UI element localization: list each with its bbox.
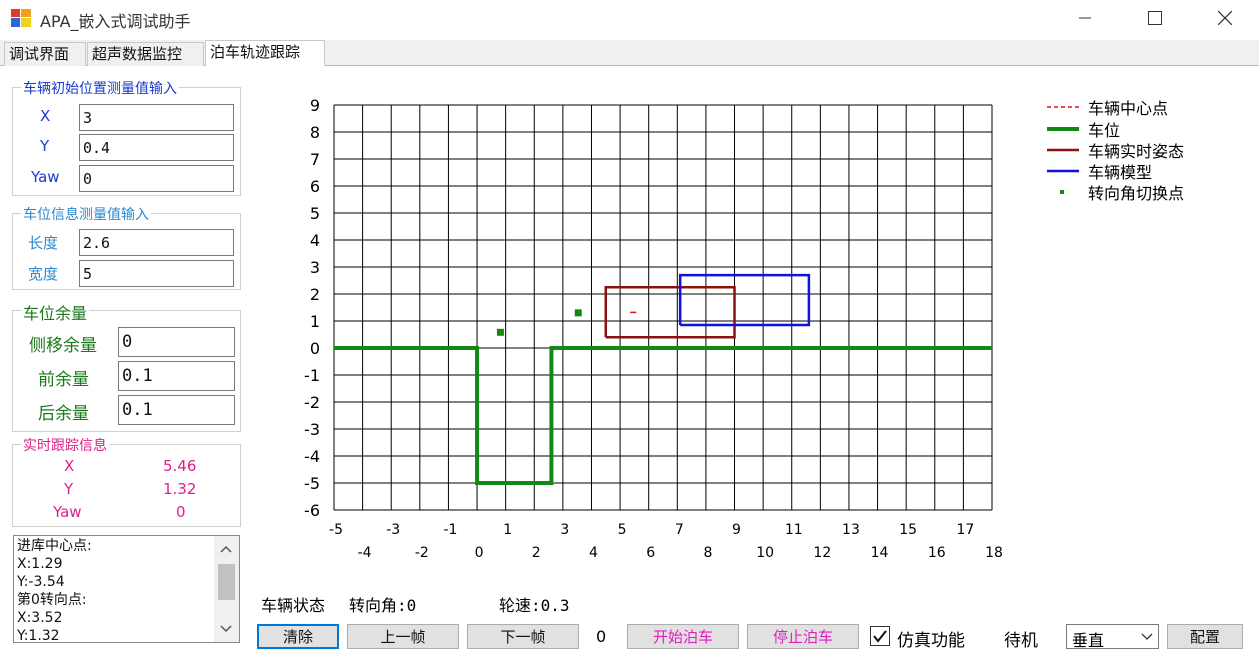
slot-group-title: 车位信息测量值输入 bbox=[21, 204, 151, 224]
tab-debug[interactable]: 调试界面 bbox=[4, 42, 86, 66]
app-icon bbox=[11, 9, 31, 27]
scroll-up-icon bbox=[220, 545, 232, 553]
slot-width-label: 宽度 bbox=[28, 265, 59, 283]
log-scrollbar[interactable] bbox=[214, 536, 239, 642]
log-line: X:3.52 bbox=[17, 610, 63, 626]
config-button[interactable]: 配置 bbox=[1167, 624, 1243, 649]
tab-ultrasonic[interactable]: 超声数据监控 bbox=[87, 42, 204, 66]
init-y-label: Y bbox=[40, 137, 50, 155]
track-y-label: Y bbox=[64, 480, 74, 498]
legend-label: 车位 bbox=[1088, 120, 1121, 140]
mode-select[interactable]: 垂直 bbox=[1066, 624, 1159, 650]
window-title: APA_嵌入式调试助手 bbox=[40, 12, 191, 31]
close-icon bbox=[1218, 11, 1232, 25]
legend-item-turn: 转向角切换点 bbox=[1046, 181, 1185, 203]
minimize-icon bbox=[1079, 17, 1091, 19]
log-line: X:1.29 bbox=[17, 556, 63, 572]
rear-margin-label: 后余量 bbox=[38, 404, 89, 424]
prev-frame-button[interactable]: 上一帧 bbox=[347, 624, 459, 649]
frame-counter: 0 bbox=[596, 627, 607, 646]
clear-button[interactable]: 清除 bbox=[257, 624, 339, 649]
wheel-speed-label: 轮速:0.3 bbox=[499, 596, 570, 615]
legend-label: 车辆实时姿态 bbox=[1088, 141, 1185, 161]
track-yaw-label: Yaw bbox=[53, 503, 82, 521]
init-group-title: 车辆初始位置测量值输入 bbox=[21, 78, 179, 98]
track-y-value: 1.32 bbox=[163, 480, 197, 498]
slot-length-input[interactable]: 2.6 bbox=[79, 229, 234, 256]
vehicle-state-label: 车辆状态 bbox=[261, 596, 326, 615]
checkmark-icon bbox=[873, 630, 887, 643]
slot-margin-group: 车位余量 bbox=[12, 300, 241, 432]
mode-select-value: 垂直 bbox=[1072, 631, 1105, 650]
legend-label: 车辆中心点 bbox=[1088, 99, 1169, 118]
init-position-group: 车辆初始位置测量值输入 bbox=[12, 78, 241, 196]
scrollbar-track bbox=[218, 545, 235, 633]
init-y-input[interactable]: 0.4 bbox=[79, 134, 234, 161]
tracking-group-title: 实时跟踪信息 bbox=[21, 435, 109, 455]
chart-legend: 车辆中心点 车位 车辆实时姿态 车辆模型 转向角切换点 bbox=[1046, 96, 1185, 203]
standby-label: 待机 bbox=[1004, 631, 1038, 651]
simulation-label: 仿真功能 bbox=[897, 631, 965, 651]
margin-group-title: 车位余量 bbox=[21, 300, 90, 324]
legend-item-slot: 车位 bbox=[1046, 118, 1184, 140]
slot-info-group: 车位信息测量值输入 bbox=[12, 204, 241, 290]
init-x-input[interactable]: 3 bbox=[79, 104, 234, 131]
log-line: Y:-3.54 bbox=[17, 574, 65, 590]
steer-angle-label: 转向角:0 bbox=[349, 596, 417, 615]
stop-parking-button[interactable]: 停止泊车 bbox=[747, 624, 859, 649]
maximize-icon bbox=[1148, 11, 1162, 25]
title-bar: APA_嵌入式调试助手 bbox=[0, 0, 1259, 36]
legend-item-pose: 车辆实时姿态 bbox=[1046, 139, 1185, 161]
track-yaw-value: 0 bbox=[176, 503, 186, 521]
slot-length-label: 长度 bbox=[28, 234, 59, 252]
scroll-down-icon bbox=[220, 625, 232, 633]
rear-margin-input[interactable]: 0.1 bbox=[118, 395, 235, 425]
log-line: Y:1.32 bbox=[17, 628, 60, 643]
legend-label: 转向角切换点 bbox=[1088, 183, 1185, 203]
start-parking-button[interactable]: 开始泊车 bbox=[627, 624, 739, 649]
init-x-label: X bbox=[40, 107, 51, 125]
tracking-info-group: 实时跟踪信息 bbox=[12, 435, 241, 527]
tab-strip: 调试界面 超声数据监控 泊车轨迹跟踪 bbox=[0, 40, 1259, 67]
minimize-button[interactable] bbox=[1062, 0, 1108, 36]
front-margin-label: 前余量 bbox=[38, 370, 89, 390]
side-margin-input[interactable]: 0 bbox=[118, 327, 235, 357]
chevron-down-icon bbox=[1141, 633, 1153, 640]
legend-item-model: 车辆模型 bbox=[1046, 160, 1184, 182]
next-frame-button[interactable]: 下一帧 bbox=[467, 624, 579, 649]
legend-label: 车辆模型 bbox=[1088, 162, 1153, 182]
close-button[interactable] bbox=[1202, 0, 1248, 36]
track-x-value: 5.46 bbox=[163, 457, 197, 475]
side-margin-label: 侧移余量 bbox=[29, 336, 97, 356]
init-yaw-input[interactable]: 0 bbox=[79, 165, 234, 192]
slot-width-input[interactable]: 5 bbox=[79, 260, 234, 287]
simulation-checkbox[interactable] bbox=[870, 626, 890, 646]
track-x-label: X bbox=[64, 457, 75, 475]
scroll-thumb bbox=[218, 564, 235, 600]
tab-parking-track[interactable]: 泊车轨迹跟踪 bbox=[205, 40, 325, 67]
log-line: 第0转向点: bbox=[17, 592, 87, 608]
maximize-button[interactable] bbox=[1132, 0, 1178, 36]
log-textbox[interactable]: 进库中心点: X:1.29 Y:-3.54 第0转向点: X:3.52 Y:1.… bbox=[13, 535, 240, 643]
init-yaw-label: Yaw bbox=[31, 168, 60, 186]
legend-item-center: 车辆中心点 bbox=[1046, 96, 1184, 118]
front-margin-input[interactable]: 0.1 bbox=[118, 361, 235, 391]
log-line: 进库中心点: bbox=[17, 538, 92, 554]
